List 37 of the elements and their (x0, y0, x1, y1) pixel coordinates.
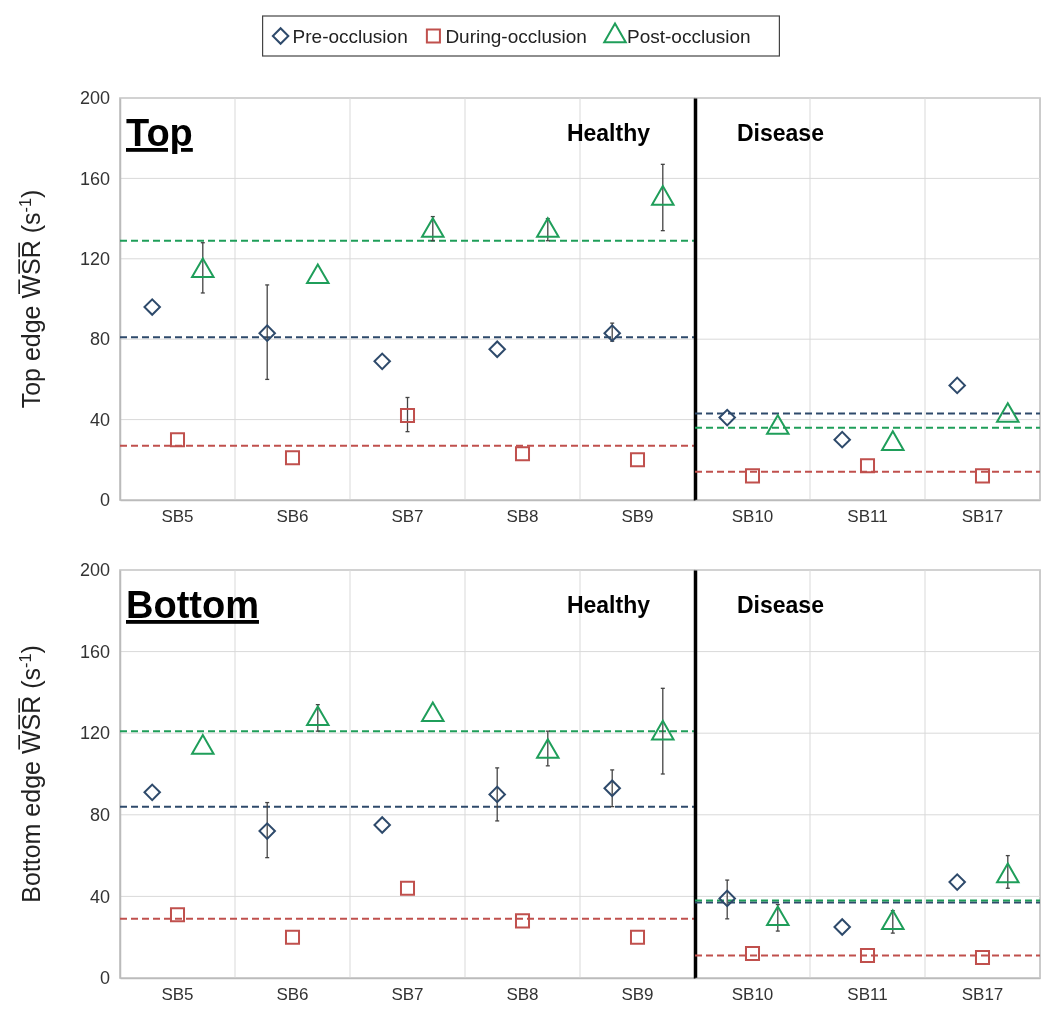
y-tick-label: 200 (79, 88, 110, 109)
text: Healthy (566, 120, 651, 146)
x-tick-label: SB7 (391, 985, 424, 1005)
y-tick-label: 80 (89, 329, 110, 350)
text: Disease (737, 592, 824, 618)
x-tick-label: SB11 (847, 985, 888, 1005)
x-tick-label: SB8 (506, 985, 539, 1005)
y-tick-label: 160 (79, 641, 110, 662)
x-tick-label: SB5 (161, 507, 194, 527)
x-tick-label: SB17 (961, 507, 1004, 527)
x-tick-label: SB6 (276, 985, 309, 1005)
annotation: Bottom (126, 584, 259, 626)
text: Disease (737, 120, 824, 146)
y-tick-label: 40 (89, 886, 110, 907)
legend-label: Post-occlusion (627, 26, 751, 47)
x-tick-label: SB11 (847, 507, 888, 527)
legend-label: Pre-occlusion (292, 26, 408, 47)
x-tick-label: SB6 (276, 507, 309, 527)
x-tick-label: SB17 (961, 985, 1004, 1005)
x-tick-label: SB9 (621, 985, 654, 1005)
annotation: Top (126, 112, 193, 154)
y-tick-label: 0 (99, 968, 110, 989)
x-tick-label: SB5 (161, 985, 194, 1005)
y-tick-label: 160 (79, 168, 110, 189)
y-tick-label: 40 (89, 409, 110, 430)
y-tick-label: 120 (79, 249, 110, 270)
x-tick-label: SB10 (731, 985, 774, 1005)
y-tick-label: 80 (89, 805, 110, 826)
y-tick-label: 0 (99, 490, 110, 511)
y-tick-label: 200 (79, 560, 110, 581)
x-tick-label: SB10 (731, 507, 774, 527)
y-tick-label: 120 (79, 723, 110, 744)
x-tick-label: SB7 (391, 507, 424, 527)
x-tick-label: SB8 (506, 507, 539, 527)
text: Healthy (566, 592, 651, 618)
legend-label: During-occlusion (445, 26, 587, 47)
x-tick-label: SB9 (621, 507, 654, 527)
